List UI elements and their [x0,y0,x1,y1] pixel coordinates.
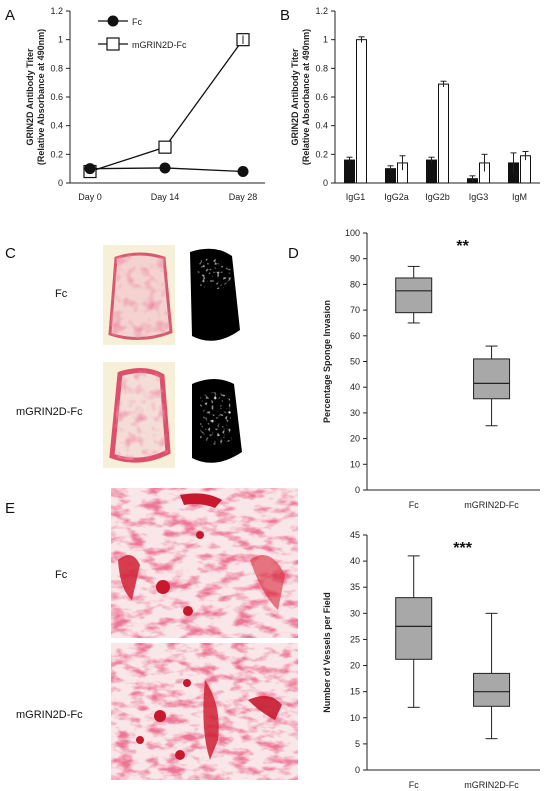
x-tick-label: IgG2a [384,192,409,202]
significance-annotation: ** [456,238,469,255]
chart-f-vessel-count-boxplot: 0 5 10 15 20 25 30 35 40 45 Number of Vessels per … [322,530,540,790]
data-point-filled-circle [84,163,96,175]
y-tick-label: 70 [350,305,360,315]
box-iqr [395,597,433,660]
legend-label: mGRIN2D-Fc [132,40,187,50]
y-tick-label: 0 [58,178,63,188]
y-tick-label: 0.8 [50,63,63,73]
y-tick-label: 0.4 [50,121,63,131]
sponge-stain-texture [112,370,168,461]
y-tick-label: 45 [350,530,360,540]
legend-marker-open-square [106,37,120,51]
significance-annotation: *** [453,540,472,557]
x-tick-label: IgM [512,192,527,202]
panel-letter-d: D [288,245,299,262]
box-iqr [473,672,511,707]
chart-a-antibody-titer-timecourse: 0 0.2 0.4 0.6 0.8 1 1.2 Day 0 Day 14 Day 28 GRIN2D… [25,6,265,202]
panel-letter-a: A [5,7,15,24]
y-tick-label: 40 [350,382,360,392]
data-point-filled-circle [237,166,249,178]
panel-e-condition-label: mGRIN2D-Fc [16,709,83,721]
bar-open [356,39,367,184]
y-tick-label: 90 [350,254,360,264]
y-tick-label: 1.2 [50,6,63,16]
panel-letter-b: B [280,7,290,24]
data-point-filled-circle [159,162,171,174]
y-tick-label: 40 [350,556,360,566]
y-tick-label: 80 [350,279,360,289]
chart-d-sponge-invasion-boxplot: 0 10 20 30 40 50 60 70 80 90 100 Percentage Sponge … [322,228,540,510]
y-tick-label: 0.4 [315,121,328,131]
y-tick-label: 15 [350,687,360,697]
y-axis-label: (Relative Absorbance at 490nm) [301,29,311,165]
bar-open [438,83,449,184]
legend-label: Fc [132,17,142,27]
bar-filled [344,159,355,184]
y-tick-label: 0 [355,485,360,495]
y-axis-label: (Relative Absorbance at 490nm) [36,29,46,165]
y-tick-label: 20 [350,434,360,444]
y-tick-label: 1 [323,35,328,45]
x-tick-label: mGRIN2D-Fc [464,500,519,510]
sponge-mask-texture [200,392,232,445]
y-axis-label: Percentage Sponge Invasion [322,300,332,423]
y-axis-label: Number of Vessels per Field [322,592,332,713]
x-tick-label: Day 28 [229,192,258,202]
box-iqr [473,358,511,400]
y-tick-label: 0.6 [315,92,328,102]
y-tick-label: 30 [350,408,360,418]
tissue-section-fc [111,488,298,638]
sponge-stain-texture [110,254,171,339]
x-tick-label: IgG2b [425,192,450,202]
y-axis-label: GRIN2D Antibody Titer [25,48,35,146]
panel-c-sponge-images: Fc mGRIN2D-Fc [16,245,242,468]
x-tick-label: Fc [409,780,419,790]
data-point-open-square [158,140,172,154]
y-tick-label: 0.2 [50,149,63,159]
y-tick-label: 20 [350,661,360,671]
bar-filled [426,159,437,184]
y-tick-label: 10 [350,459,360,469]
y-tick-label: 5 [355,739,360,749]
x-tick-label: mGRIN2D-Fc [464,780,519,790]
x-tick-label: Day 14 [151,192,180,202]
y-tick-label: 0.2 [315,149,328,159]
y-tick-label: 25 [350,634,360,644]
x-tick-label: Day 0 [78,192,102,202]
box-iqr [395,277,433,314]
panel-c-condition-label: Fc [55,288,68,300]
panel-letter-e: E [5,500,15,517]
panel-letter-c: C [5,245,16,262]
y-tick-label: 10 [350,713,360,723]
y-tick-label: 0.6 [50,92,63,102]
y-axis-label: GRIN2D Antibody Titer [290,48,300,146]
y-tick-label: 60 [350,331,360,341]
panel-e-condition-label: Fc [55,569,68,581]
y-tick-label: 35 [350,582,360,592]
panel-c-condition-label: mGRIN2D-Fc [16,406,83,418]
y-tick-label: 100 [345,228,360,238]
y-tick-label: 0 [323,178,328,188]
y-tick-label: 1.2 [315,6,328,16]
y-tick-label: 30 [350,608,360,618]
chart-b-antibody-isotype-titer: 0 0.2 0.4 0.6 0.8 1 1.2 GRIN2D Antibody Titer (R… [290,6,540,202]
x-tick-label: Fc [409,500,419,510]
x-tick-label: IgG1 [346,192,366,202]
panel-e-tissue-sections: Fc mGRIN2D-Fc [16,488,298,780]
x-tick-label: IgG3 [469,192,489,202]
tissue-section-mgrin2d [111,643,298,780]
y-tick-label: 0.8 [315,63,328,73]
y-tick-label: 50 [350,357,360,367]
legend-marker-filled-circle [107,15,119,27]
y-tick-label: 0 [355,765,360,775]
y-tick-label: 1 [58,35,63,45]
sponge-mask-texture [196,258,232,289]
